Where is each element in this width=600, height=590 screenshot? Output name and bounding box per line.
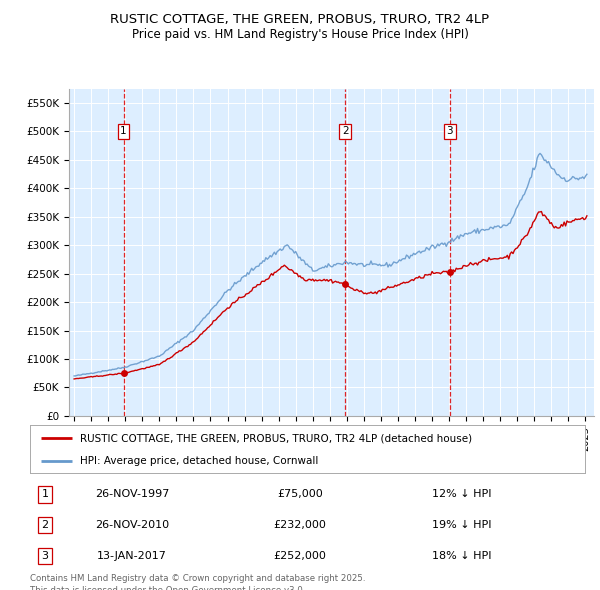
Text: Contains HM Land Registry data © Crown copyright and database right 2025.
This d: Contains HM Land Registry data © Crown c… (30, 574, 365, 590)
Text: 18% ↓ HPI: 18% ↓ HPI (432, 551, 491, 560)
Text: £232,000: £232,000 (274, 520, 326, 530)
Text: 26-NOV-2010: 26-NOV-2010 (95, 520, 169, 530)
Text: 3: 3 (41, 551, 49, 560)
Text: 2: 2 (342, 126, 349, 136)
Text: £252,000: £252,000 (274, 551, 326, 560)
Text: 26-NOV-1997: 26-NOV-1997 (95, 490, 169, 499)
Text: RUSTIC COTTAGE, THE GREEN, PROBUS, TRURO, TR2 4LP: RUSTIC COTTAGE, THE GREEN, PROBUS, TRURO… (110, 13, 490, 26)
Text: 3: 3 (446, 126, 453, 136)
Text: 12% ↓ HPI: 12% ↓ HPI (432, 490, 491, 499)
Text: HPI: Average price, detached house, Cornwall: HPI: Average price, detached house, Corn… (80, 456, 319, 466)
Text: £75,000: £75,000 (277, 490, 323, 499)
Text: RUSTIC COTTAGE, THE GREEN, PROBUS, TRURO, TR2 4LP (detached house): RUSTIC COTTAGE, THE GREEN, PROBUS, TRURO… (80, 433, 472, 443)
Text: 1: 1 (41, 490, 49, 499)
Text: 13-JAN-2017: 13-JAN-2017 (97, 551, 167, 560)
Text: 19% ↓ HPI: 19% ↓ HPI (432, 520, 491, 530)
Text: Price paid vs. HM Land Registry's House Price Index (HPI): Price paid vs. HM Land Registry's House … (131, 28, 469, 41)
Text: 2: 2 (41, 520, 49, 530)
Text: 1: 1 (120, 126, 127, 136)
